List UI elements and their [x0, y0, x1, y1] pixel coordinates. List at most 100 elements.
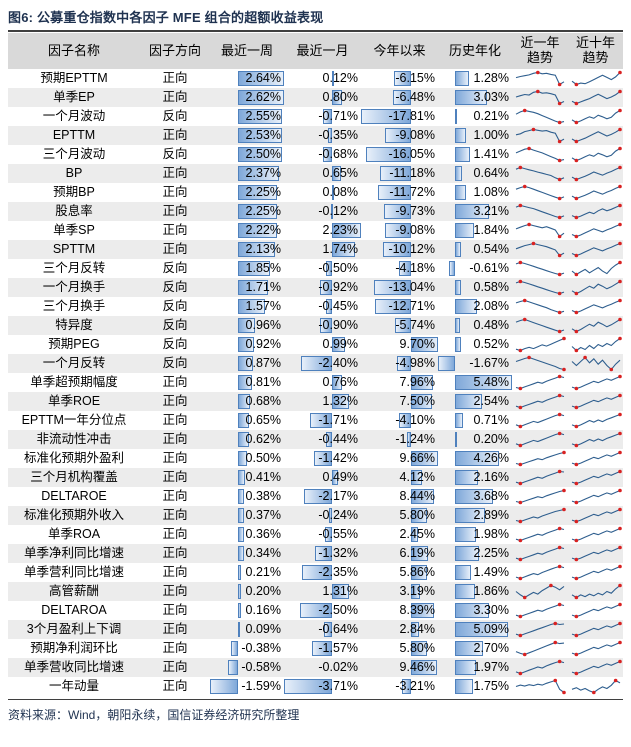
spark-extreme-dot: [617, 393, 622, 398]
factor-name-cell: 3个月盈利上下调: [26, 622, 122, 637]
value-cell-h: 1.00%: [438, 126, 512, 145]
data-bar: [237, 489, 245, 504]
decade-trend-sparkline: [571, 469, 622, 486]
table-row: 3个月盈利上下调 正向 0.09% -0.64% 2.84% 5.09%: [8, 620, 623, 639]
value-cell-h: 0.54%: [438, 240, 512, 259]
spark-extreme-dot: [557, 215, 562, 220]
decade-trend-sparkline: [571, 602, 622, 619]
year-trend-sparkline: [515, 583, 565, 600]
value-text: 7.96%: [399, 375, 435, 389]
value-text: 0.92%: [245, 337, 281, 351]
spark-extreme-dot: [574, 576, 578, 581]
value-cell-y: 9.66%: [361, 449, 438, 468]
data-bar: [455, 584, 475, 599]
value-cell-w: 2.22%: [210, 221, 284, 240]
col-header-hist-annualized: 历史年化: [438, 33, 512, 69]
factor-direction-cell: 反向: [162, 109, 188, 124]
year-trend-sparkline-cell: [512, 449, 568, 468]
value-cell-w: 0.65%: [210, 411, 284, 430]
factor-direction-cell: 正向: [162, 242, 188, 257]
decade-trend-sparkline: [571, 222, 622, 239]
factor-name-cell: 单季SP: [53, 223, 95, 238]
value-cell-w: 2.62%: [210, 88, 284, 107]
value-cell-y: -6.15%: [361, 69, 438, 88]
value-text: 0.12%: [322, 71, 358, 85]
year-trend-sparkline: [515, 431, 565, 448]
value-cell-y: -10.12%: [361, 240, 438, 259]
value-text: 3.19%: [399, 584, 435, 598]
value-text: -5.74%: [395, 318, 435, 332]
value-text: 0.48%: [473, 318, 509, 332]
data-bar: [410, 546, 429, 561]
data-bar: [401, 679, 411, 694]
value-cell-y: -9.08%: [361, 126, 438, 145]
data-bar: [385, 223, 411, 238]
value-text: -0.50%: [318, 261, 358, 275]
value-text: 2.53%: [245, 128, 281, 142]
value-text: 1.98%: [473, 527, 509, 541]
spark-extreme-dot: [617, 279, 622, 284]
data-bar: [332, 166, 341, 181]
spark-extreme-dot: [574, 253, 578, 258]
value-cell-w: -0.38%: [210, 639, 284, 658]
decade-trend-sparkline-cell: [568, 525, 623, 544]
spark-extreme-dot: [574, 139, 578, 144]
data-bar: [438, 356, 456, 371]
data-bar: [309, 413, 333, 428]
value-cell-w: 1.71%: [210, 278, 284, 297]
value-text: 0.71%: [473, 413, 509, 427]
data-bar: [332, 337, 345, 352]
value-cell-w: 0.38%: [210, 487, 284, 506]
year-trend-sparkline-cell: [512, 373, 568, 392]
data-bar: [237, 432, 249, 447]
value-cell-w: 2.50%: [210, 145, 284, 164]
data-bar: [383, 204, 411, 219]
value-text: -1.42%: [318, 451, 358, 465]
spark-extreme-dot: [527, 355, 531, 360]
table-row: 特异度 反向 0.96% -0.90% -5.74% 0.48%: [8, 316, 623, 335]
year-trend-sparkline-cell: [512, 88, 568, 107]
decade-trend-sparkline: [571, 70, 622, 87]
spark-extreme-dot: [518, 500, 523, 505]
col-header-last-week: 最近一周: [210, 33, 284, 69]
data-bar: [410, 337, 438, 352]
year-trend-sparkline: [515, 222, 565, 239]
data-bar: [326, 432, 333, 447]
table-row: 三个月波动 反向 2.50% -0.68% -16.05% 1.41%: [8, 145, 623, 164]
spark-extreme-dot: [557, 469, 562, 474]
spark-extreme-dot: [617, 298, 622, 303]
factor-direction-cell: 正向: [162, 489, 188, 504]
value-text: -0.92%: [318, 280, 358, 294]
value-text: 0.36%: [245, 527, 281, 541]
data-bar: [237, 584, 242, 599]
value-text: -1.71%: [318, 413, 358, 427]
decade-trend-sparkline: [571, 526, 622, 543]
factor-name-cell: 预期BP: [53, 185, 95, 200]
value-text: -3.21%: [395, 679, 435, 693]
spark-extreme-dot: [617, 146, 622, 151]
year-trend-sparkline: [515, 184, 565, 201]
data-bar: [327, 128, 333, 143]
value-text: -1.57%: [318, 641, 358, 655]
value-cell-w: 0.16%: [210, 601, 284, 620]
value-text: 0.20%: [245, 584, 281, 598]
value-cell-m: -2.50%: [284, 601, 361, 620]
value-cell-h: 1.08%: [438, 183, 512, 202]
value-text: -0.24%: [318, 508, 358, 522]
value-cell-w: 0.50%: [210, 449, 284, 468]
value-cell-h: 1.86%: [438, 582, 512, 601]
data-bar: [455, 223, 475, 238]
value-text: -2.35%: [318, 565, 358, 579]
value-text: -10.12%: [388, 242, 435, 256]
table-header-row: 因子名称 因子方向 最近一周 最近一月 今年以来 历史年化 近一年 趋势 近十年趋…: [8, 33, 623, 69]
factor-name-cell: SPTTM: [52, 242, 96, 257]
data-bar: [455, 128, 466, 143]
year-trend-sparkline-cell: [512, 240, 568, 259]
value-cell-m: -1.57%: [284, 639, 361, 658]
value-text: -1.59%: [241, 679, 281, 693]
data-bar: [396, 356, 411, 371]
value-cell-w: 0.68%: [210, 392, 284, 411]
value-text: 5.80%: [399, 641, 435, 655]
spark-extreme-dot: [582, 355, 587, 360]
spark-extreme-dot: [518, 386, 523, 391]
